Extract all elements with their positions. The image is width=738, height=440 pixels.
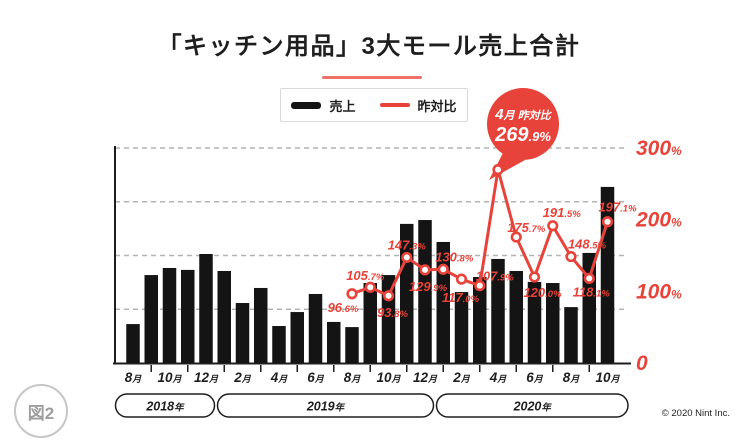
- sales-bar: [327, 321, 341, 363]
- x-tick-label: 8月: [344, 370, 362, 385]
- yoy-point: [528, 271, 541, 283]
- x-tick-label: 2月: [452, 370, 471, 385]
- yoy-point: [565, 250, 577, 263]
- right-axis-label: 300%: [636, 137, 682, 160]
- callout-month: 4月 昨対比: [494, 106, 552, 123]
- legend-item-sales: 売上: [291, 96, 356, 115]
- yoy-point: [583, 272, 595, 284]
- year-band-label: 2019年: [306, 400, 346, 414]
- x-tick-label: 10月: [157, 370, 182, 385]
- yoy-point-label: 105.7%: [346, 268, 385, 283]
- x-tick-label: 8月: [563, 370, 581, 385]
- yoy-point: [510, 231, 522, 243]
- sales-bar: [582, 252, 596, 363]
- sales-bar: [199, 253, 213, 363]
- yoy-point-label: 147.3%: [388, 237, 427, 252]
- yoy-point-label: 197.1%: [598, 200, 637, 215]
- year-band-label: 2020年: [513, 400, 553, 414]
- sales-bar: [454, 292, 469, 363]
- yoy-point-label: 129.9%: [409, 279, 448, 294]
- sales-bar: [491, 258, 505, 363]
- figure-number-label: 図2: [27, 403, 55, 423]
- x-tick-label: 4月: [270, 370, 289, 385]
- title-underline-accent: [322, 76, 422, 79]
- sales-bar: [217, 270, 231, 363]
- yoy-point: [437, 263, 449, 275]
- sales-bar: [546, 283, 560, 363]
- legend-label-sales: 売上: [329, 98, 356, 114]
- yoy-point-label: 175.7%: [507, 220, 546, 235]
- page-title: 「キッチン用品」3大モール売上合計: [157, 33, 581, 60]
- yoy-point: [492, 163, 504, 176]
- yoy-point-label: 118.1%: [573, 284, 611, 299]
- legend: 売上 昨対比: [280, 88, 468, 122]
- sales-bar: [564, 307, 578, 363]
- figure-number-badge: 図2: [14, 384, 68, 438]
- sales-bar: [235, 303, 250, 363]
- sales-bar: [418, 220, 432, 363]
- yoy-point-label: 148.5%: [568, 237, 607, 252]
- right-axis-label: 100%: [636, 280, 682, 303]
- year-band: [216, 393, 435, 418]
- yoy-point: [419, 264, 431, 276]
- sales-bar: [345, 327, 359, 363]
- yoy-point: [474, 280, 486, 292]
- copyright-text: © 2020 Nint Inc.: [661, 408, 730, 419]
- year-band: [114, 393, 216, 418]
- x-tick-label: 6月: [307, 370, 325, 385]
- sales-bar: [272, 326, 286, 363]
- yoy-point-label: 117.0%: [442, 290, 480, 305]
- yoy-point-label: 93.8%: [377, 305, 408, 320]
- sales-bar: [181, 269, 195, 363]
- x-tick-label: 4月: [489, 370, 508, 385]
- yoy-point: [455, 273, 468, 285]
- sales-bar-swatch-icon: [291, 101, 322, 109]
- yoy-point: [382, 290, 395, 302]
- sales-bar: [308, 293, 323, 363]
- x-tick-label: 6月: [526, 370, 544, 385]
- yoy-point-label: 191.5%: [543, 205, 582, 220]
- sales-bar: [254, 287, 268, 363]
- yoy-point-label: 96.6%: [328, 300, 359, 315]
- year-band-label: 2018年: [145, 400, 185, 414]
- sales-bar: [509, 270, 523, 363]
- legend-label-yoy: 昨対比: [417, 98, 457, 114]
- yoy-point: [547, 220, 559, 232]
- yoy-point-label: 130.8%: [435, 249, 474, 264]
- year-band: [435, 393, 629, 418]
- yoy-point: [346, 288, 358, 300]
- sales-bar: [144, 275, 158, 363]
- sales-bar: [126, 324, 140, 363]
- yoy-point: [401, 251, 413, 264]
- x-tick-label: 10月: [376, 370, 401, 385]
- sales-bar: [473, 277, 487, 363]
- sales-bar: [162, 267, 177, 363]
- callout-value: 269.9%: [494, 124, 551, 146]
- callout-bubble: [487, 88, 559, 160]
- yoy-line-swatch-icon: [379, 103, 410, 107]
- x-tick-label: 12月: [413, 370, 438, 385]
- right-axis-label: 0: [636, 352, 648, 375]
- yoy-point: [364, 281, 376, 293]
- yoy-point: [601, 216, 614, 228]
- sales-bar: [290, 312, 304, 363]
- sales-bar: [363, 283, 377, 363]
- yoy-point-label: 120.0%: [523, 285, 562, 300]
- x-tick-label: 10月: [595, 370, 620, 385]
- x-tick-label: 8月: [125, 370, 143, 385]
- sales-bar: [527, 281, 542, 363]
- x-tick-label: 12月: [194, 370, 219, 385]
- yoy-point-label: 107.9%: [476, 269, 515, 284]
- right-axis-label: 200%: [635, 209, 682, 232]
- legend-item-yoy: 昨対比: [379, 96, 457, 115]
- x-tick-label: 2月: [233, 370, 252, 385]
